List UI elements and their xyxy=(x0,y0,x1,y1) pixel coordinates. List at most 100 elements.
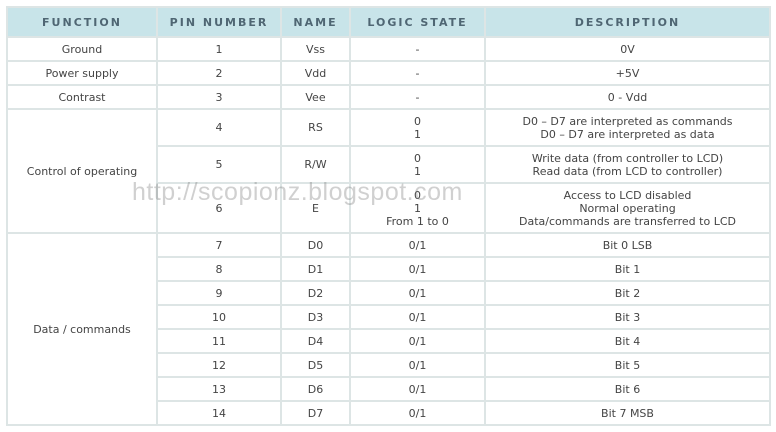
description-cell: Bit 2 xyxy=(486,282,769,304)
pin-cell: 9 xyxy=(158,282,280,304)
description-cell-line: 0V xyxy=(620,42,635,56)
function-cell: Power supply xyxy=(8,62,156,84)
description-cell-line: +5V xyxy=(615,66,640,80)
description-cell-line: Bit 1 xyxy=(614,262,641,276)
description-cell-line: 0 - Vdd xyxy=(607,90,648,104)
name-cell: D3 xyxy=(282,306,349,328)
logic-state-cell: 0/1 xyxy=(351,282,484,304)
pin-cell: 12 xyxy=(158,354,280,376)
table-row: 14 D7 0/1 Bit 7 MSB xyxy=(8,402,769,424)
description-cell-line: D0 – D7 are interpreted as commands xyxy=(522,114,733,128)
logic-state-cell: - xyxy=(351,62,484,84)
table-row: Contrast 3 Vee - 0 - Vdd xyxy=(8,86,769,108)
logic-state-cell-line: - xyxy=(415,66,420,80)
description-cell-line: Write data (from controller to LCD) xyxy=(531,151,724,165)
description-cell: Bit 0 LSB xyxy=(486,234,769,256)
logic-state-cell: 0/1 xyxy=(351,234,484,256)
description-cell: Bit 1 xyxy=(486,258,769,280)
table-row: 10 D3 0/1 Bit 3 xyxy=(8,306,769,328)
table-row: 11 D4 0/1 Bit 4 xyxy=(8,330,769,352)
function-cell: Contrast xyxy=(8,86,156,108)
logic-state-cell-line: 0/1 xyxy=(408,238,427,252)
description-cell-line: Read data (from LCD to controller) xyxy=(532,164,723,178)
pin-cell: 4 xyxy=(158,110,280,145)
logic-state-cell: - xyxy=(351,38,484,60)
table-row: 9 D2 0/1 Bit 2 xyxy=(8,282,769,304)
logic-state-cell: 0 1 From 1 to 0 xyxy=(351,184,484,232)
description-cell-line: Bit 6 xyxy=(614,382,641,396)
column-header: LOGIC STATE xyxy=(351,8,484,36)
pin-cell: 3 xyxy=(158,86,280,108)
logic-state-cell-line: - xyxy=(415,90,420,104)
logic-state-cell-line: 0/1 xyxy=(408,406,427,420)
column-header: NAME xyxy=(282,8,349,36)
pin-cell: 11 xyxy=(158,330,280,352)
logic-state-cell-line: 0/1 xyxy=(408,334,427,348)
name-cell: R/W xyxy=(282,147,349,182)
logic-state-cell: 0/1 xyxy=(351,258,484,280)
description-cell-line: Bit 0 LSB xyxy=(602,238,653,252)
description-cell-line: Bit 2 xyxy=(614,286,641,300)
pin-cell: 13 xyxy=(158,378,280,400)
description-cell: Bit 6 xyxy=(486,378,769,400)
logic-state-cell-line: 0/1 xyxy=(408,286,427,300)
pin-cell: 7 xyxy=(158,234,280,256)
pin-cell: 10 xyxy=(158,306,280,328)
description-cell: Bit 4 xyxy=(486,330,769,352)
pin-cell: 6 xyxy=(158,184,280,232)
column-header: FUNCTION xyxy=(8,8,156,36)
logic-state-cell-line: 0/1 xyxy=(408,310,427,324)
name-cell: Vee xyxy=(282,86,349,108)
name-cell: D4 xyxy=(282,330,349,352)
logic-state-cell-line: 1 xyxy=(414,201,421,215)
pin-cell: 1 xyxy=(158,38,280,60)
table-row: 8 D1 0/1 Bit 1 xyxy=(8,258,769,280)
description-cell: +5V xyxy=(486,62,769,84)
table-row: Control of operating 4 RS 0 1 D0 – D7 are int… xyxy=(8,110,769,232)
name-cell: D7 xyxy=(282,402,349,424)
function-cell: Data / commands xyxy=(8,234,156,424)
table-row: 6 E 0 1 From 1 to 0 Access to LCD disabled Nor… xyxy=(8,184,769,232)
name-cell: D1 xyxy=(282,258,349,280)
description-cell: Bit 3 xyxy=(486,306,769,328)
logic-state-cell-line: 0 xyxy=(414,151,421,165)
description-cell-line: D0 – D7 are interpreted as data xyxy=(540,127,715,141)
function-cell: Control of operating xyxy=(8,110,156,232)
name-cell: D5 xyxy=(282,354,349,376)
name-cell: RS xyxy=(282,110,349,145)
logic-state-cell-line: 0/1 xyxy=(408,382,427,396)
name-cell: D2 xyxy=(282,282,349,304)
table-row: 5 R/W 0 1 Write data (from controller to LCD… xyxy=(8,147,769,182)
logic-state-cell-line: 0/1 xyxy=(408,358,427,372)
name-cell: Vdd xyxy=(282,62,349,84)
logic-state-cell: 0/1 xyxy=(351,306,484,328)
description-cell: Write data (from controller to LCD) Read … xyxy=(486,147,769,182)
table-row: Data / commands 7 D0 0/1 Bit 0 LSB xyxy=(8,234,769,424)
logic-state-cell: - xyxy=(351,86,484,108)
logic-state-cell-line: 1 xyxy=(414,164,421,178)
table-row: Ground 1 Vss - 0V xyxy=(8,38,769,60)
description-cell-line: Bit 4 xyxy=(614,334,641,348)
logic-state-cell-line: 0 xyxy=(414,188,421,202)
name-cell: D0 xyxy=(282,234,349,256)
description-cell-line: Data/commands are transferred to LCD xyxy=(519,214,736,228)
description-cell: 0 - Vdd xyxy=(486,86,769,108)
table-row: Power supply 2 Vdd - +5V xyxy=(8,62,769,84)
logic-state-cell: 0/1 xyxy=(351,330,484,352)
description-cell: Bit 5 xyxy=(486,354,769,376)
description-cell: D0 – D7 are interpreted as commands D0 – … xyxy=(486,110,769,145)
description-cell-line: Bit 7 MSB xyxy=(601,406,654,420)
pin-cell: 2 xyxy=(158,62,280,84)
description-cell-line: Normal operating xyxy=(579,201,676,215)
pin-cell: 5 xyxy=(158,147,280,182)
logic-state-cell-line: 0/1 xyxy=(408,262,427,276)
column-header: DESCRIPTION xyxy=(486,8,769,36)
logic-state-cell-line: - xyxy=(415,42,420,56)
description-cell-line: Bit 5 xyxy=(614,358,641,372)
logic-state-cell-line: 0 xyxy=(414,114,421,128)
logic-state-cell-line: 1 xyxy=(414,127,421,141)
description-cell: Access to LCD disabled Normal operating Da… xyxy=(486,184,769,232)
name-cell: D6 xyxy=(282,378,349,400)
